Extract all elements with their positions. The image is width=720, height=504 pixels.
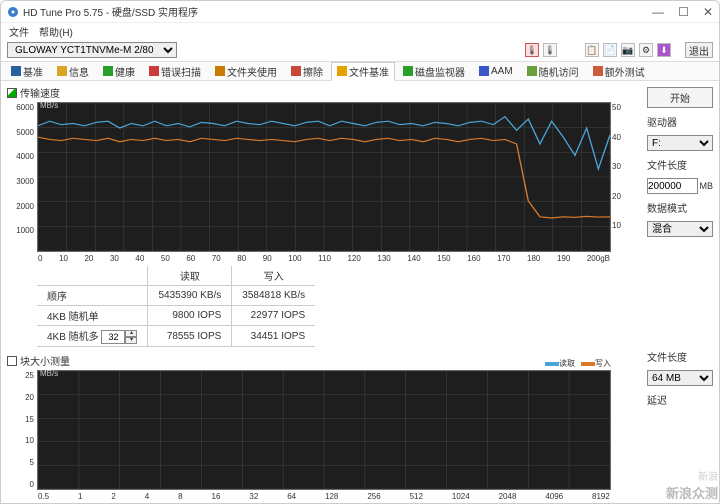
- exit-button[interactable]: 退出: [685, 42, 713, 58]
- toolbar: GLOWAY YCT1TNVMe-M 2/80 (1024 gB) 🌡 🌡 📋 …: [1, 39, 719, 61]
- section-transfer-title: 传输速度: [7, 85, 635, 100]
- y-unit-2: MB/s: [40, 369, 58, 378]
- titlebar: HD Tune Pro 5.75 - 硬盘/SSD 实用程序 — ☐ ✕: [1, 1, 719, 23]
- results-table: 读取写入顺序5435390 KB/s3584818 KB/s4KB 随机单980…: [37, 266, 315, 347]
- tab-基准[interactable]: 基准: [5, 62, 49, 81]
- filelen-input[interactable]: [647, 178, 698, 194]
- tab-信息[interactable]: 信息: [51, 62, 95, 81]
- camera-icon[interactable]: 📷: [621, 43, 635, 57]
- filelen-unit: MB: [700, 181, 714, 191]
- menu-file[interactable]: 文件: [9, 24, 29, 39]
- tab-错误扫描[interactable]: 错误扫描: [143, 62, 207, 81]
- save-icon[interactable]: ⬇: [657, 43, 671, 57]
- temperature2-icon[interactable]: 🌡: [543, 43, 557, 57]
- tab-文件夹使用[interactable]: 文件夹使用: [209, 62, 283, 81]
- delay-label: 延迟: [647, 392, 713, 407]
- side-panel: 开始 驱动器 F: 文件长度 MB 数据模式 混合 文件长度 64 MB 延迟: [641, 81, 719, 503]
- filelen2-select[interactable]: 64 MB: [647, 370, 713, 386]
- pattern-select[interactable]: 混合: [647, 221, 713, 237]
- tab-AAM[interactable]: AAM: [473, 64, 519, 79]
- tab-随机访问[interactable]: 随机访问: [521, 62, 585, 81]
- copy-icon[interactable]: 📋: [585, 43, 599, 57]
- section-blocksize-title: 块大小测量: [7, 353, 635, 368]
- transfer-chart: MB/s 600050004000300020001000 5040302010…: [37, 102, 611, 252]
- drive-letter-select[interactable]: F:: [647, 135, 713, 151]
- tab-擦除[interactable]: 擦除: [285, 62, 329, 81]
- start-button[interactable]: 开始: [647, 87, 713, 108]
- transfer-checkbox[interactable]: [7, 88, 17, 98]
- blocksize-checkbox[interactable]: [7, 356, 17, 366]
- temperature-icon[interactable]: 🌡: [525, 43, 539, 57]
- tab-文件基准[interactable]: 文件基准: [331, 62, 395, 81]
- app-icon: [7, 6, 19, 18]
- filelen-label: 文件长度: [647, 157, 713, 172]
- watermark: 新浪 新浪众测: [666, 468, 718, 502]
- menubar: 文件 帮助(H): [1, 23, 719, 39]
- filelen2-label: 文件长度: [647, 349, 713, 364]
- tab-健康[interactable]: 健康: [97, 62, 141, 81]
- y-unit: MB/s: [40, 101, 58, 110]
- maximize-button[interactable]: ☐: [678, 5, 689, 19]
- tabs: 基准信息健康错误扫描文件夹使用擦除文件基准磁盘监视器AAM随机访问额外测试: [1, 61, 719, 81]
- tab-额外测试[interactable]: 额外测试: [587, 62, 651, 81]
- minimize-button[interactable]: —: [652, 5, 664, 19]
- menu-help[interactable]: 帮助(H): [39, 24, 73, 39]
- chart2-legend: 读取写入: [545, 358, 611, 369]
- drive-label: 驱动器: [647, 114, 713, 129]
- screenshot-icon[interactable]: 📄: [603, 43, 617, 57]
- window-title: HD Tune Pro 5.75 - 硬盘/SSD 实用程序: [23, 4, 198, 19]
- close-button[interactable]: ✕: [703, 5, 713, 19]
- drive-select[interactable]: GLOWAY YCT1TNVMe-M 2/80 (1024 gB): [7, 42, 177, 58]
- blocksize-chart: MB/s 2520151050 0.5124816326412825651210…: [37, 370, 611, 490]
- tab-磁盘监视器[interactable]: 磁盘监视器: [397, 62, 471, 81]
- settings-icon[interactable]: ⚙: [639, 43, 653, 57]
- pattern-label: 数据模式: [647, 200, 713, 215]
